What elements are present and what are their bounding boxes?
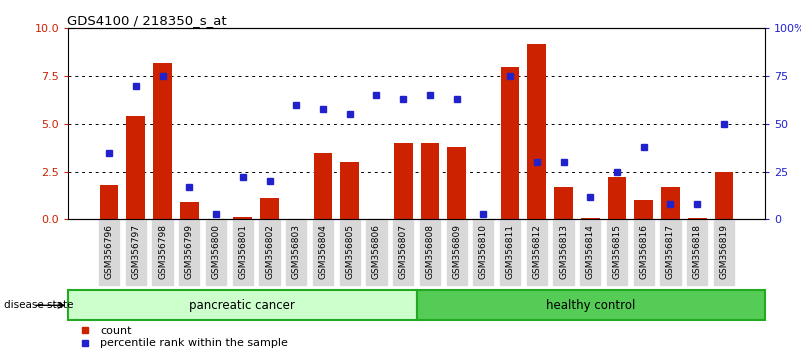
Bar [688,218,706,219]
Legend: count, percentile rank within the sample: count, percentile rank within the sample [74,326,288,348]
Bar [394,143,413,219]
Bar [417,290,765,320]
Text: GDS4100 / 218350_s_at: GDS4100 / 218350_s_at [67,14,227,27]
Bar [100,185,119,219]
Bar [634,200,653,219]
Bar [501,67,519,219]
Bar [608,177,626,219]
Text: pancreatic cancer: pancreatic cancer [189,299,296,312]
Bar [287,218,306,219]
Bar [260,199,279,219]
Bar [474,218,493,219]
Bar [233,217,252,219]
Bar [153,63,172,219]
Bar [180,202,199,219]
Bar [447,147,466,219]
Text: healthy control: healthy control [546,299,635,312]
Bar [581,218,600,219]
Bar [714,172,733,219]
Bar [314,153,332,219]
Bar [340,162,359,219]
Bar [127,116,145,219]
Bar [367,218,386,219]
Text: disease state: disease state [4,300,74,310]
Bar [68,290,417,320]
Bar [661,187,680,219]
Bar [527,44,546,219]
Bar [554,187,573,219]
Bar [421,143,439,219]
Bar [207,218,225,219]
